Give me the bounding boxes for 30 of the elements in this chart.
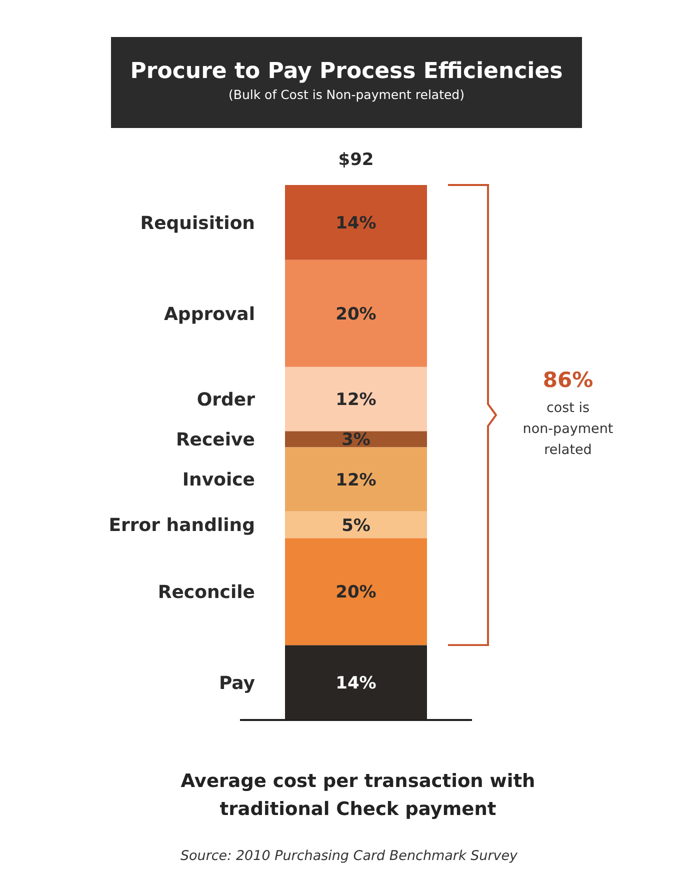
bar (285, 431, 427, 448)
bar (285, 185, 427, 260)
bar (285, 366, 427, 432)
series-label: Reconcile (158, 582, 255, 603)
chart-subtitle: (Bulk of Cost is Non-payment related) (228, 87, 466, 102)
chart-title: Procure to Pay Process Efficiencies (129, 59, 564, 84)
data-label: 20% (336, 304, 376, 324)
series-label: Pay (218, 672, 256, 694)
data-label: 3% (342, 430, 370, 450)
text: 86% (542, 368, 594, 392)
bar (285, 538, 427, 646)
source-note: Source: 2010 Purchasing Card Benchmark Survey (179, 848, 519, 864)
data-label: 5% (342, 516, 370, 536)
series-label: Invoice (182, 470, 255, 491)
data-label: 20% (336, 582, 376, 603)
x-axis-title: Average cost per transaction with traditional Check payment (180, 770, 536, 822)
series-label: Approval (164, 304, 255, 325)
data-label: 12% (336, 390, 376, 410)
bar (285, 260, 427, 367)
data-label: 14% (336, 674, 376, 694)
text: cost is non-payment related (522, 399, 614, 460)
text: $92 (338, 150, 374, 170)
bar (285, 511, 427, 538)
series-label: Error handling (108, 515, 255, 536)
series-label: Order (196, 389, 256, 410)
data-label: 14% (336, 213, 376, 234)
data-label: 12% (336, 470, 376, 490)
series-label: Receive (176, 430, 255, 451)
series-label: Requisition (140, 212, 255, 234)
bar (285, 447, 427, 512)
